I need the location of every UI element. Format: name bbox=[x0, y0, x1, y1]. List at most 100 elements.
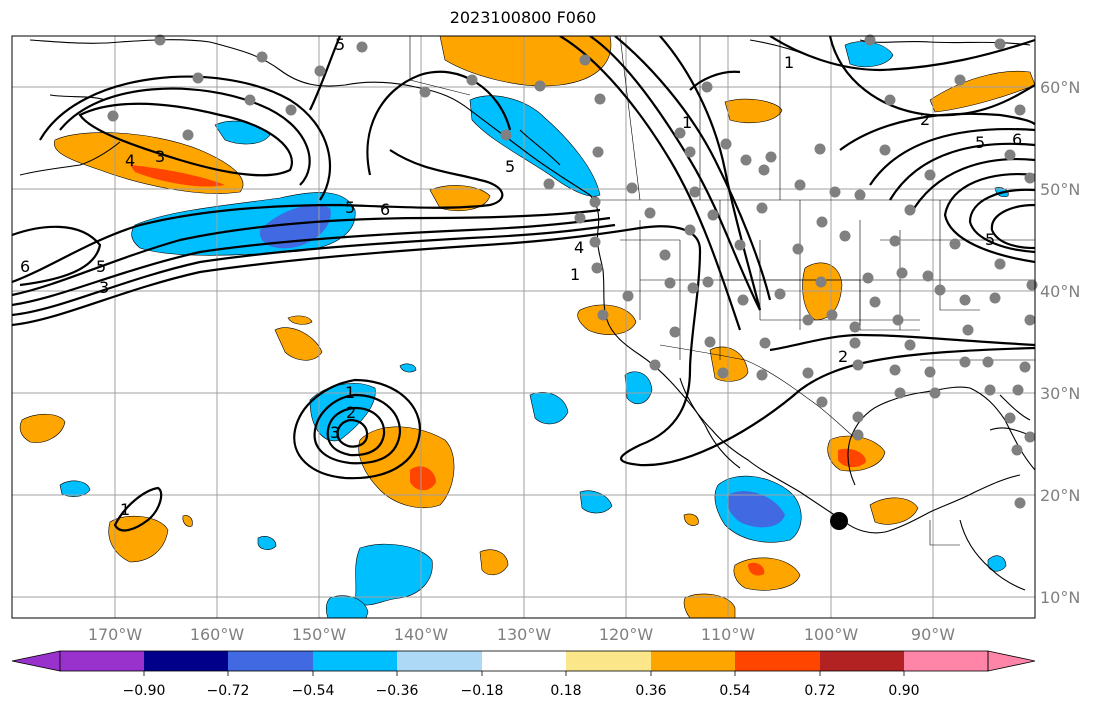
colorbar: −0.90 −0.72 −0.54 −0.36 −0.18 0.18 0.36 … bbox=[11, 650, 1036, 699]
contour-label: 5 bbox=[975, 133, 985, 152]
colorbar-segment bbox=[566, 651, 651, 671]
shade-strong-positive bbox=[410, 466, 436, 491]
contour-label: 2 bbox=[346, 403, 356, 422]
lat-label: 60°N bbox=[1040, 78, 1080, 97]
contour-label: 5 bbox=[345, 198, 355, 217]
contour-label: 5 bbox=[505, 157, 515, 176]
shade-strong-positive bbox=[748, 562, 765, 576]
political-borders bbox=[409, 36, 1035, 546]
shade-positive bbox=[108, 515, 169, 563]
contour-label: 3 bbox=[99, 278, 109, 297]
contour-label: 6 bbox=[380, 200, 390, 219]
lon-label: 150°W bbox=[292, 625, 347, 644]
shade-strong-negative bbox=[259, 205, 331, 249]
contour-labels: 1 4 5 6 3 5 6 3 4 5 5 1 1 2 5 6 5 2 1 2 … bbox=[20, 35, 1022, 519]
shade-positive bbox=[439, 36, 612, 87]
lon-label: 90°W bbox=[911, 625, 955, 644]
colorbar-extend-low bbox=[11, 650, 61, 672]
colorbar-segment bbox=[735, 651, 820, 671]
colorbar-tick-label: 0.54 bbox=[719, 683, 750, 699]
shade-positive bbox=[724, 98, 783, 123]
lon-label: 120°W bbox=[599, 625, 654, 644]
colorbar-segment bbox=[482, 651, 566, 671]
shade-positive bbox=[274, 327, 323, 361]
shade-negative bbox=[987, 555, 1007, 572]
colorbar-tick-label: −0.72 bbox=[207, 683, 250, 699]
contour-label: 6 bbox=[1012, 130, 1022, 149]
lon-label: 100°W bbox=[804, 625, 859, 644]
shade-positive bbox=[358, 426, 455, 508]
contour-label: 2 bbox=[920, 110, 930, 129]
lon-label: 170°W bbox=[88, 625, 143, 644]
contour-label: 3 bbox=[330, 423, 340, 442]
colorbar-tick-label: 0.36 bbox=[635, 683, 666, 699]
lat-label: 30°N bbox=[1040, 384, 1080, 403]
shade-negative bbox=[354, 543, 433, 606]
colorbar-segment bbox=[397, 651, 482, 671]
contour-label: 5 bbox=[335, 35, 345, 54]
contour-label: 5 bbox=[96, 257, 106, 276]
lat-label: 20°N bbox=[1040, 486, 1080, 505]
colorbar-tick-label: −0.36 bbox=[376, 683, 419, 699]
shade-positive bbox=[429, 185, 491, 211]
contour-lines bbox=[12, 36, 1035, 532]
contour-label: 3 bbox=[155, 147, 165, 166]
lon-label: 140°W bbox=[394, 625, 449, 644]
coastlines bbox=[19, 39, 1035, 591]
colorbar-segment bbox=[313, 651, 397, 671]
contour-label: 1 bbox=[120, 500, 130, 519]
contour-label: 5 bbox=[985, 230, 995, 249]
colorbar-tick-label: 0.90 bbox=[888, 683, 919, 699]
shade-negative bbox=[624, 371, 653, 405]
lat-label: 40°N bbox=[1040, 282, 1080, 301]
shade-negative bbox=[257, 536, 277, 550]
contour-label: 1 bbox=[345, 383, 355, 402]
shade-negative bbox=[579, 490, 613, 514]
shaded-fields bbox=[19, 36, 1035, 618]
colorbar-segment bbox=[904, 651, 988, 671]
shade-positive bbox=[19, 413, 66, 443]
colorbar-tick-label: 0.18 bbox=[550, 683, 581, 699]
shade-positive bbox=[709, 346, 749, 382]
shade-negative bbox=[469, 95, 601, 197]
colorbar-tick-label: 0.72 bbox=[804, 683, 835, 699]
map-title: 2023100800 F060 bbox=[449, 8, 597, 27]
shade-positive bbox=[683, 513, 699, 526]
lon-label: 160°W bbox=[190, 625, 245, 644]
shade-positive bbox=[683, 593, 736, 618]
lon-label: 130°W bbox=[497, 625, 552, 644]
contour-label: 1 bbox=[784, 53, 794, 72]
colorbar-tick-label: −0.18 bbox=[461, 683, 504, 699]
shade-positive bbox=[733, 557, 801, 591]
contour-label: 4 bbox=[125, 151, 135, 170]
graticule bbox=[12, 36, 1035, 618]
shade-negative bbox=[399, 363, 417, 373]
colorbar-extend-high bbox=[987, 650, 1036, 672]
shade-positive bbox=[287, 315, 313, 325]
shade-positive bbox=[869, 497, 919, 525]
colorbar-segment bbox=[820, 651, 904, 671]
colorbar-tick-label: −0.54 bbox=[292, 683, 335, 699]
lon-label: 110°W bbox=[701, 625, 756, 644]
station-dots bbox=[107, 34, 1038, 509]
contour-label: 1 bbox=[570, 265, 580, 284]
colorbar-segment bbox=[60, 651, 144, 671]
longitude-labels: 170°W 160°W 150°W 140°W 130°W 120°W 110°… bbox=[88, 625, 955, 644]
shade-positive bbox=[479, 549, 509, 576]
shade-negative bbox=[529, 392, 569, 425]
lat-label: 50°N bbox=[1040, 180, 1080, 199]
shade-negative bbox=[325, 595, 369, 618]
shade-negative bbox=[844, 41, 894, 67]
latitude-labels: 60°N 50°N 40°N 30°N 20°N 10°N bbox=[1040, 78, 1080, 607]
contour-label: 1 bbox=[682, 113, 692, 132]
colorbar-segment bbox=[228, 651, 313, 671]
contour-label: 6 bbox=[20, 257, 30, 276]
shade-positive bbox=[182, 515, 193, 527]
shade-negative bbox=[59, 480, 91, 497]
lat-label: 10°N bbox=[1040, 588, 1080, 607]
shade-strong-positive bbox=[130, 165, 225, 187]
shade-strong-positive bbox=[838, 448, 866, 468]
colorbar-tick-label: −0.90 bbox=[123, 683, 166, 699]
contour-label: 2 bbox=[838, 347, 848, 366]
